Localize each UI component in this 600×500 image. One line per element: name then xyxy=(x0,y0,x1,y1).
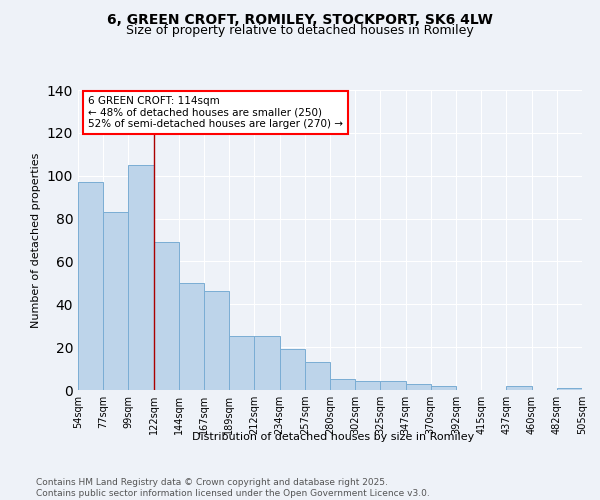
Bar xyxy=(330,380,355,390)
Text: Contains HM Land Registry data © Crown copyright and database right 2025.
Contai: Contains HM Land Registry data © Crown c… xyxy=(36,478,430,498)
Text: Distribution of detached houses by size in Romiley: Distribution of detached houses by size … xyxy=(192,432,474,442)
Bar xyxy=(280,350,305,390)
Text: 6, GREEN CROFT, ROMILEY, STOCKPORT, SK6 4LW: 6, GREEN CROFT, ROMILEY, STOCKPORT, SK6 … xyxy=(107,12,493,26)
Bar xyxy=(557,388,582,390)
Bar xyxy=(179,283,204,390)
Bar xyxy=(506,386,532,390)
Bar xyxy=(431,386,456,390)
Bar xyxy=(204,292,229,390)
Y-axis label: Number of detached properties: Number of detached properties xyxy=(31,152,41,328)
Bar xyxy=(305,362,330,390)
Text: 6 GREEN CROFT: 114sqm
← 48% of detached houses are smaller (250)
52% of semi-det: 6 GREEN CROFT: 114sqm ← 48% of detached … xyxy=(88,96,343,129)
Bar xyxy=(154,242,179,390)
Bar xyxy=(78,182,103,390)
Text: Size of property relative to detached houses in Romiley: Size of property relative to detached ho… xyxy=(126,24,474,37)
Bar xyxy=(128,165,154,390)
Bar xyxy=(229,336,254,390)
Bar xyxy=(380,382,406,390)
Bar xyxy=(103,212,128,390)
Bar xyxy=(254,336,280,390)
Bar xyxy=(406,384,431,390)
Bar xyxy=(355,382,380,390)
